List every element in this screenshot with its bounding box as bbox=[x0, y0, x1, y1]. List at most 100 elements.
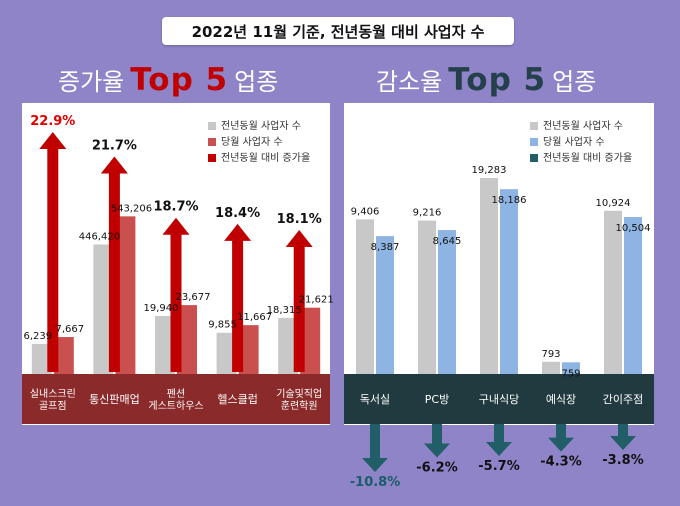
left-value-current: 23,677 bbox=[176, 292, 211, 303]
left-category-label-line: 훈련학원 bbox=[281, 399, 318, 412]
right-rate-arrow bbox=[424, 424, 450, 458]
right-value-current: 759 bbox=[561, 368, 580, 379]
right-category-label: 예식장 bbox=[546, 393, 576, 406]
right-bar-current bbox=[624, 217, 642, 374]
right-rate-label: -3.8% bbox=[602, 453, 643, 468]
left-value-prev: 6,239 bbox=[23, 331, 52, 342]
right-bar-prev bbox=[418, 220, 436, 374]
right-value-current: 8,387 bbox=[371, 242, 400, 253]
right-legend-label: 전년동월 대비 증가율 bbox=[543, 152, 632, 164]
right-rate-label: -10.8% bbox=[350, 475, 401, 490]
right-legend-swatch bbox=[530, 154, 538, 162]
right-heading-top5: Top 5 bbox=[448, 62, 547, 98]
right-value-current: 10,504 bbox=[616, 223, 651, 234]
left-category-label-line: 통신판매업 bbox=[89, 393, 140, 406]
right-category-label-line: 구내식당 bbox=[479, 393, 519, 406]
right-value-prev: 10,924 bbox=[596, 198, 631, 209]
right-bar-prev bbox=[604, 210, 622, 374]
right-bar-current bbox=[562, 362, 580, 374]
left-rate-label: 22.9% bbox=[30, 114, 75, 129]
left-value-current: 11,667 bbox=[237, 312, 272, 323]
left-legend-label: 전년동월 대비 증가율 bbox=[221, 152, 310, 164]
left-section-heading: 증가율 Top 5 업종 bbox=[58, 62, 278, 98]
left-bar-current bbox=[53, 337, 74, 374]
right-value-prev: 793 bbox=[541, 349, 560, 360]
right-bar-current bbox=[500, 189, 518, 374]
right-legend-label: 전년동월 사업자 수 bbox=[543, 119, 623, 132]
right-bar-prev bbox=[542, 361, 560, 374]
right-legend-swatch bbox=[530, 122, 538, 130]
left-bar-current bbox=[300, 307, 321, 374]
left-value-prev: 18,315 bbox=[267, 305, 302, 316]
left-rate-label: 18.1% bbox=[277, 212, 322, 227]
right-category-label-line: 예식장 bbox=[546, 393, 576, 406]
left-rate-arrow bbox=[100, 156, 128, 372]
left-bar-prev bbox=[93, 244, 114, 374]
left-category-label-line: 기술및직업 bbox=[276, 387, 322, 400]
left-category-label-line: 게스트하우스 bbox=[148, 399, 203, 412]
right-heading-pre: 감소율 bbox=[376, 68, 443, 96]
right-legend-swatch bbox=[530, 138, 538, 146]
left-category-label-line: 골프점 bbox=[39, 400, 67, 412]
right-category-label-line: PC방 bbox=[425, 393, 449, 406]
left-rate-arrow bbox=[285, 229, 313, 372]
left-legend-swatch bbox=[208, 154, 216, 162]
left-category-band bbox=[22, 374, 330, 424]
right-rate-label: -6.2% bbox=[416, 461, 457, 476]
left-rate-label: 21.7% bbox=[92, 138, 137, 153]
right-rate-arrow bbox=[486, 424, 512, 456]
left-legend-swatch bbox=[208, 138, 216, 146]
left-value-current: 543,206 bbox=[111, 203, 152, 214]
left-bar-current bbox=[177, 305, 197, 374]
left-category-label: 실내스크린 골프점 bbox=[30, 388, 76, 412]
left-legend-swatch bbox=[208, 122, 216, 130]
right-value-current: 18,186 bbox=[492, 195, 527, 206]
right-legend-label: 당월 사업자 수 bbox=[543, 135, 605, 148]
left-category-label: 통신판매업 bbox=[89, 393, 140, 406]
right-bar-prev bbox=[356, 219, 374, 374]
left-bar-prev bbox=[31, 343, 52, 374]
right-bar-prev bbox=[480, 178, 498, 374]
left-value-current: 7,667 bbox=[55, 324, 84, 335]
left-value-prev: 19,940 bbox=[144, 303, 179, 314]
right-rate-arrow bbox=[548, 424, 574, 452]
left-value-current: 21,621 bbox=[299, 295, 334, 306]
left-rate-arrow bbox=[39, 132, 67, 372]
left-legend-label: 전년동월 사업자 수 bbox=[221, 119, 301, 132]
left-rate-label: 18.7% bbox=[153, 200, 198, 215]
left-category-label: 헬스클럽 bbox=[217, 392, 257, 406]
right-heading-post: 업종 bbox=[552, 68, 597, 96]
right-category-label: PC방 bbox=[425, 393, 449, 406]
right-panel bbox=[344, 103, 654, 425]
right-value-current: 8,645 bbox=[433, 236, 462, 247]
left-category-label-line: 헬스클럽 bbox=[217, 392, 257, 406]
right-value-prev: 9,406 bbox=[351, 206, 380, 217]
right-value-prev: 19,283 bbox=[472, 165, 507, 176]
right-value-prev: 9,216 bbox=[413, 208, 442, 219]
right-category-label: 독서실 bbox=[360, 393, 390, 406]
right-rate-arrow bbox=[610, 424, 636, 450]
left-bar-prev bbox=[216, 332, 237, 374]
left-value-prev: 9,855 bbox=[208, 320, 237, 331]
left-heading-pre: 증가율 bbox=[58, 68, 125, 96]
left-category-label: 펜션 게스트하우스 bbox=[148, 388, 203, 412]
right-section-heading: 감소율 Top 5 업종 bbox=[376, 62, 596, 98]
right-bar-current bbox=[438, 230, 456, 374]
right-category-label-line: 간이주점 bbox=[603, 393, 643, 406]
right-category-label: 구내식당 bbox=[479, 393, 519, 406]
left-category-label-line: 펜션 bbox=[167, 388, 185, 400]
right-rate-label: -4.3% bbox=[540, 455, 581, 470]
right-rate-label: -5.7% bbox=[478, 459, 519, 474]
left-category-label-line: 실내스크린 bbox=[30, 388, 76, 400]
left-category-label: 기술및직업 훈련학원 bbox=[276, 387, 322, 412]
right-category-band bbox=[344, 374, 654, 424]
right-category-label: 간이주점 bbox=[603, 393, 643, 406]
left-value-prev: 446,420 bbox=[79, 231, 120, 242]
left-rate-arrow bbox=[224, 223, 252, 372]
right-rate-arrow bbox=[362, 424, 388, 472]
left-bar-current bbox=[115, 216, 136, 374]
left-rate-label: 18.4% bbox=[215, 206, 260, 221]
left-bar-current bbox=[238, 325, 259, 374]
left-legend-label: 당월 사업자 수 bbox=[221, 135, 283, 148]
